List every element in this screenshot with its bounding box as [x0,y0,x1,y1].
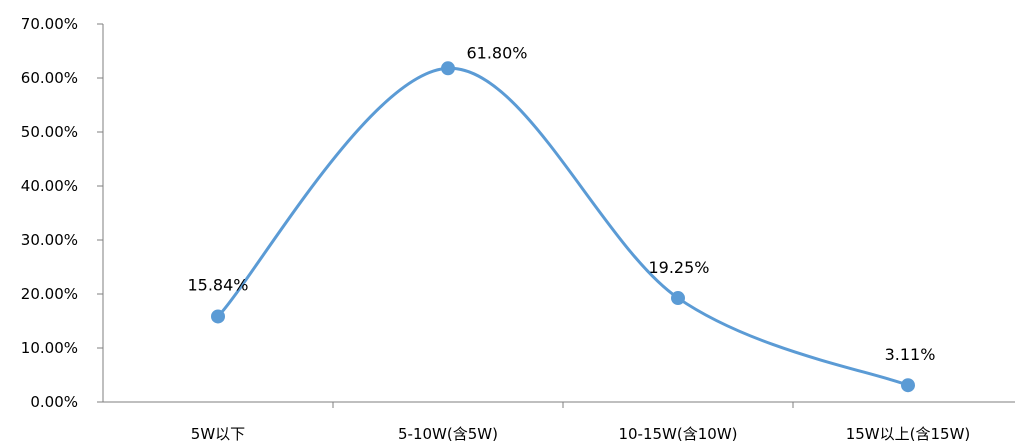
data-label: 61.80% [466,43,527,62]
data-point [901,378,915,393]
y-axis-ticks: 0.00% 10.00% 20.00% 30.00% 40.00% 50.00% 60.00… [21,15,103,411]
x-tick-label: 5W以下 [191,425,245,443]
data-point [671,291,685,306]
y-tick-label: 30.00% [21,231,78,249]
y-tick-label: 50.00% [21,123,78,141]
y-tick-label: 10.00% [21,339,78,357]
y-tick-label: 70.00% [21,15,78,33]
x-tick-label: 10-15W(含10W) [618,425,737,443]
y-tick-label: 60.00% [21,69,78,87]
axes [102,24,1015,403]
data-labels: 15.84% 61.80% 19.25% 3.11% [187,43,935,364]
data-points [211,61,915,393]
data-point [441,61,455,76]
data-label: 15.84% [187,275,248,294]
y-tick-label: 0.00% [30,393,78,411]
data-label: 19.25% [648,258,709,277]
x-tick-label: 5-10W(含5W) [398,425,498,443]
x-axis-ticks: 5W以下 5-10W(含5W) 10-15W(含10W) 15W以上(含15W) [191,402,970,443]
data-label: 3.11% [885,345,936,364]
x-tick-label: 15W以上(含15W) [846,425,971,443]
y-tick-label: 40.00% [21,177,78,195]
series-line [216,66,909,387]
data-point [211,309,225,324]
y-tick-label: 20.00% [21,285,78,303]
